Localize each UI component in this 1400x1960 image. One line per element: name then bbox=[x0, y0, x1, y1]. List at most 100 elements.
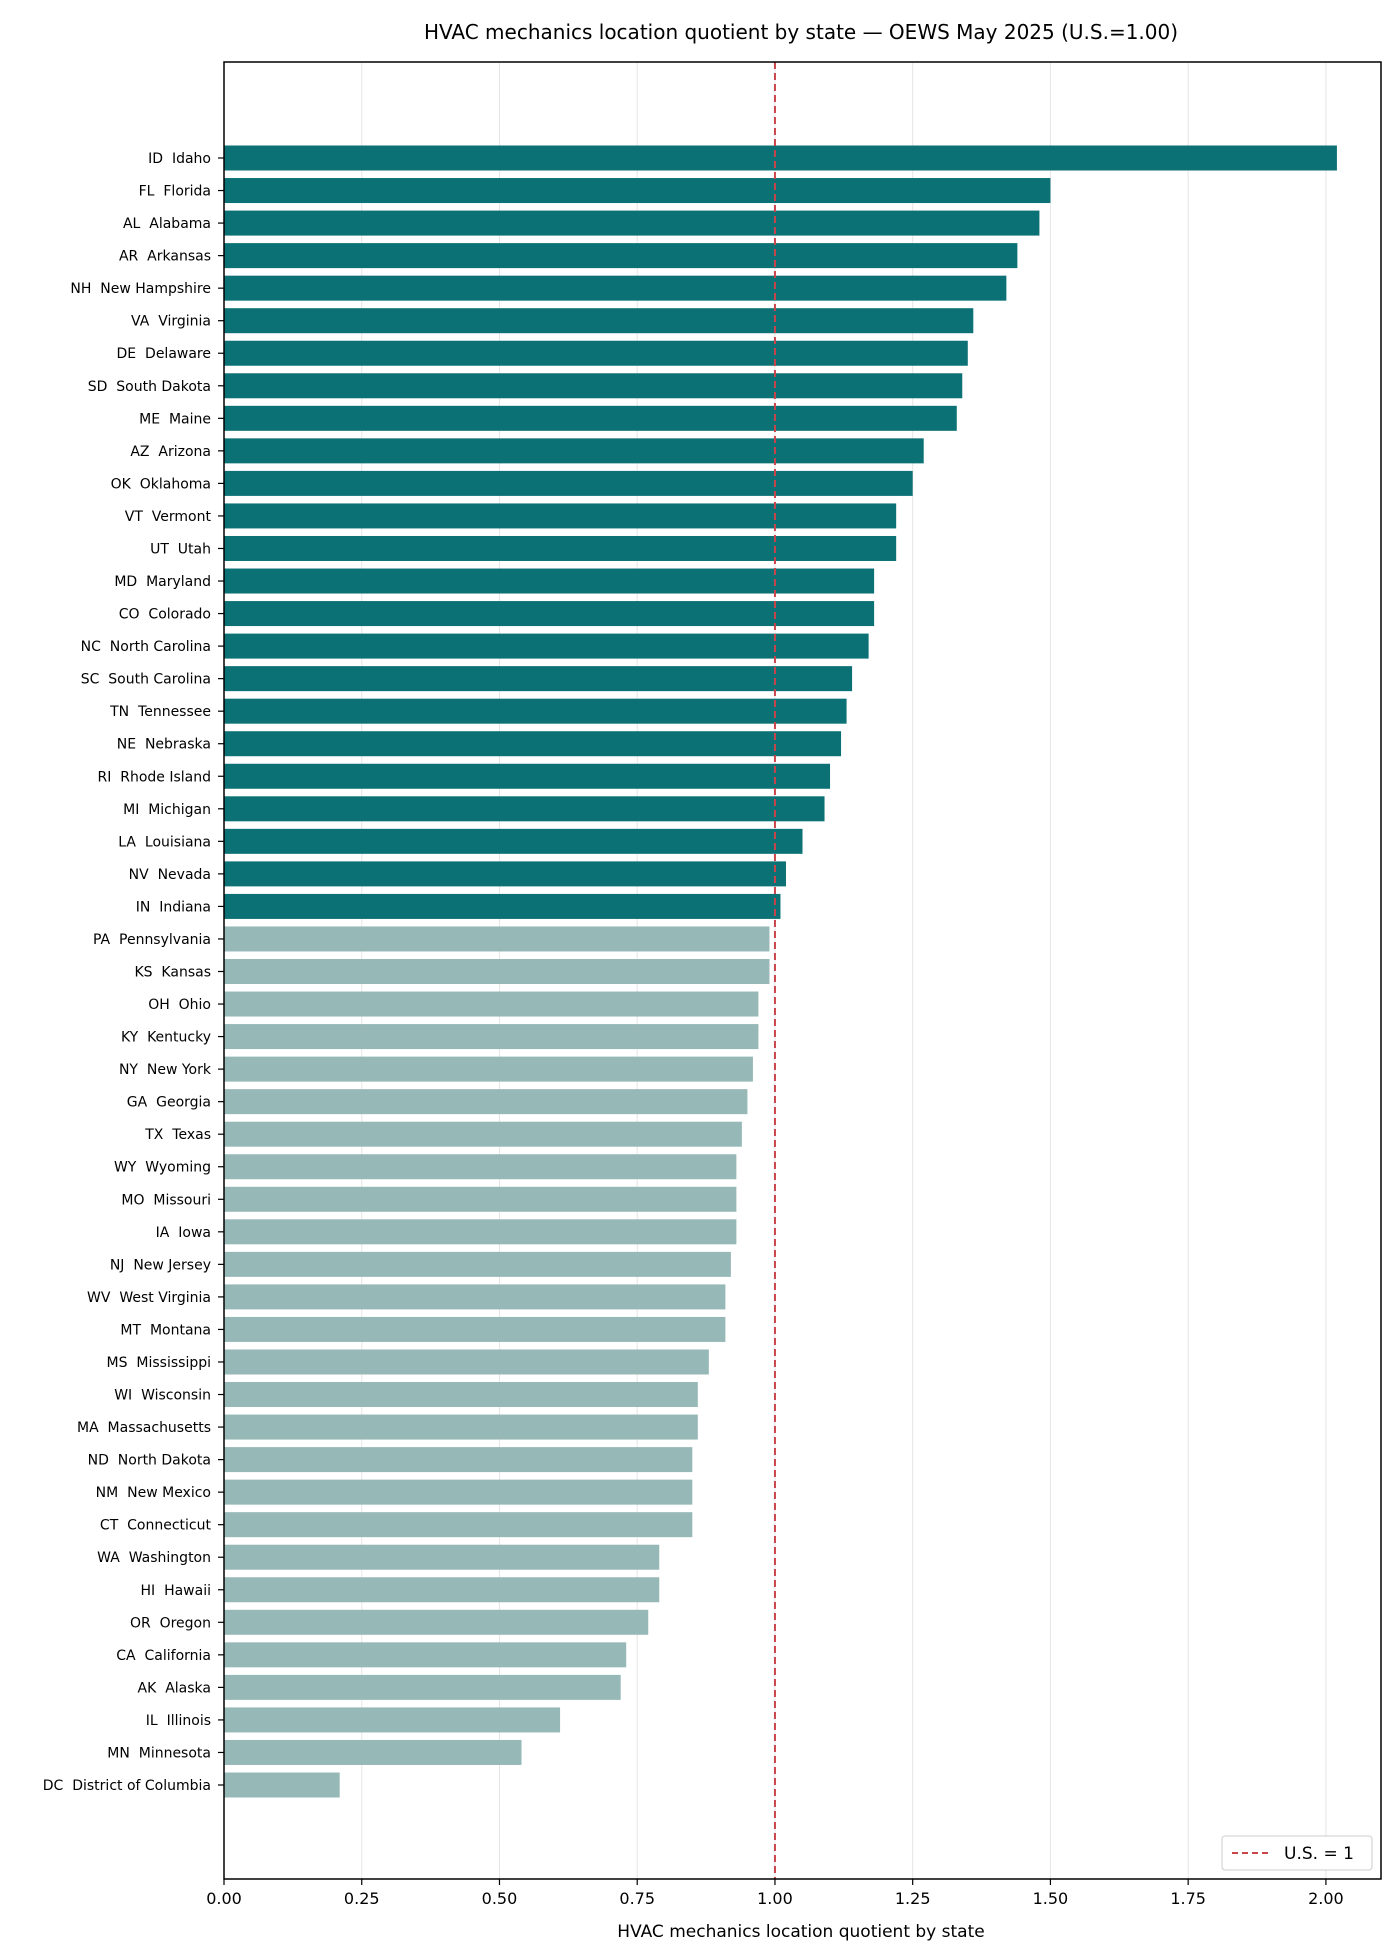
category-label-ny-new-york: NY New York bbox=[119, 1062, 212, 1078]
bar-la-louisiana bbox=[224, 828, 803, 854]
bar-ia-iowa bbox=[224, 1219, 737, 1245]
bar-ma-massachusetts bbox=[224, 1414, 698, 1440]
bar-nv-nevada bbox=[224, 861, 786, 887]
legend-box bbox=[1221, 1835, 1373, 1871]
x-tick-label-4: 1.00 bbox=[757, 1889, 793, 1908]
bar-md-maryland bbox=[224, 568, 875, 594]
bar-ky-kentucky bbox=[224, 1024, 759, 1050]
category-label-sc-south-carolina: SC South Carolina bbox=[81, 672, 211, 688]
x-tick-label-1: 0.25 bbox=[344, 1889, 380, 1908]
x-tick-label-0: 0.00 bbox=[206, 1889, 242, 1908]
bar-fl-florida bbox=[224, 178, 1051, 204]
category-label-mt-montana: MT Montana bbox=[120, 1322, 211, 1338]
category-label-in-indiana: IN Indiana bbox=[136, 899, 211, 915]
bar-ny-new-york bbox=[224, 1056, 753, 1082]
bar-pa-pennsylvania bbox=[224, 926, 770, 952]
category-label-vt-vermont: VT Vermont bbox=[125, 509, 212, 525]
category-label-ok-oklahoma: OK Oklahoma bbox=[111, 476, 211, 492]
bar-hi-hawaii bbox=[224, 1577, 660, 1603]
category-label-id-idaho: ID Idaho bbox=[148, 151, 211, 167]
x-tick-label-7: 1.75 bbox=[1170, 1889, 1206, 1908]
bar-ne-nebraska bbox=[224, 731, 842, 757]
category-label-md-maryland: MD Maryland bbox=[114, 574, 211, 590]
category-label-de-delaware: DE Delaware bbox=[117, 346, 211, 362]
bar-az-arizona bbox=[224, 438, 924, 464]
x-tick-label-5: 1.25 bbox=[895, 1889, 931, 1908]
category-label-dc-district-of-columbia: DC District of Columbia bbox=[43, 1778, 211, 1794]
category-label-ia-iowa: IA Iowa bbox=[156, 1225, 211, 1241]
bar-sd-south-dakota bbox=[224, 373, 963, 399]
bar-mo-missouri bbox=[224, 1186, 737, 1212]
x-axis-ticks: 0.00 0.25 0.50 0.75 1.00 1.25 1.50 1.75 2.00 bbox=[206, 1879, 1344, 1908]
category-label-nv-nevada: NV Nevada bbox=[129, 867, 211, 883]
bar-nm-new-mexico bbox=[224, 1479, 693, 1505]
legend-label-us: U.S. = 1 bbox=[1284, 1844, 1354, 1864]
category-label-va-virginia: VA Virginia bbox=[131, 314, 211, 330]
category-label-tn-tennessee: TN Tennessee bbox=[109, 704, 211, 720]
category-label-ne-nebraska: NE Nebraska bbox=[117, 737, 211, 753]
category-label-nm-new-mexico: NM New Mexico bbox=[96, 1485, 211, 1501]
bar-ca-california bbox=[224, 1642, 627, 1668]
legend: U.S. = 1 bbox=[1221, 1835, 1373, 1871]
bar-de-delaware bbox=[224, 340, 968, 366]
bar-vt-vermont bbox=[224, 503, 897, 529]
bar-ks-kansas bbox=[224, 959, 770, 984]
category-label-wy-wyoming: WY Wyoming bbox=[114, 1160, 211, 1176]
bar-nd-north-dakota bbox=[224, 1447, 693, 1473]
category-label-oh-ohio: OH Ohio bbox=[148, 997, 211, 1013]
category-label-me-maine: ME Maine bbox=[139, 411, 211, 427]
category-label-fl-florida: FL Florida bbox=[139, 184, 211, 200]
category-label-hi-hawaii: HI Hawaii bbox=[141, 1583, 211, 1599]
bar-mn-minnesota bbox=[224, 1739, 522, 1765]
category-label-mo-missouri: MO Missouri bbox=[121, 1192, 211, 1208]
bar-mt-montana bbox=[224, 1316, 726, 1342]
category-label-nd-north-dakota: ND North Dakota bbox=[88, 1453, 211, 1469]
bar-dc-district-of-columbia bbox=[224, 1772, 340, 1798]
bar-oh-ohio bbox=[224, 991, 759, 1017]
bar-wv-west-virginia bbox=[224, 1284, 726, 1310]
bar-ct-connecticut bbox=[224, 1512, 693, 1538]
category-label-ct-connecticut: CT Connecticut bbox=[100, 1518, 212, 1534]
bar-me-maine bbox=[224, 405, 957, 431]
bar-il-illinois bbox=[224, 1707, 561, 1733]
category-label-az-arizona: AZ Arizona bbox=[130, 444, 211, 460]
bar-nc-north-carolina bbox=[224, 633, 869, 659]
bar-nj-new-jersey bbox=[224, 1251, 731, 1277]
category-label-wa-washington: WA Washington bbox=[97, 1550, 211, 1566]
category-labels: ID Idaho FL Florida AL Alabama AR Arkansas N… bbox=[43, 151, 224, 1794]
category-label-ut-utah: UT Utah bbox=[150, 541, 211, 557]
category-label-nj-new-jersey: NJ New Jersey bbox=[110, 1257, 211, 1273]
bar-co-colorado bbox=[224, 601, 875, 627]
bar-ri-rhode-island bbox=[224, 763, 831, 789]
category-label-nc-north-carolina: NC North Carolina bbox=[81, 639, 211, 655]
category-label-tx-texas: TX Texas bbox=[144, 1127, 211, 1143]
x-tick-label-8: 2.00 bbox=[1308, 1889, 1344, 1908]
bar-ar-arkansas bbox=[224, 243, 1018, 269]
category-label-or-oregon: OR Oregon bbox=[130, 1615, 211, 1631]
category-label-ms-mississippi: MS Mississippi bbox=[107, 1355, 211, 1371]
category-label-ak-alaska: AK Alaska bbox=[138, 1680, 211, 1696]
category-label-mn-minnesota: MN Minnesota bbox=[107, 1745, 211, 1761]
category-label-ca-california: CA California bbox=[116, 1648, 211, 1664]
bar-va-virginia bbox=[224, 308, 974, 334]
x-tick-label-6: 1.50 bbox=[1033, 1889, 1069, 1908]
plot-frame bbox=[223, 61, 1382, 1880]
category-label-wv-west-virginia: WV West Virginia bbox=[87, 1290, 211, 1306]
category-label-al-alabama: AL Alabama bbox=[123, 216, 211, 232]
x-tick-label-3: 0.75 bbox=[619, 1889, 655, 1908]
category-label-la-louisiana: LA Louisiana bbox=[118, 834, 211, 850]
bar-wa-washington bbox=[224, 1544, 660, 1570]
bar-ga-georgia bbox=[224, 1089, 748, 1115]
bar-wy-wyoming bbox=[224, 1154, 737, 1180]
category-label-mi-michigan: MI Michigan bbox=[123, 802, 211, 818]
chart-title: HVAC mechanics location quotient by stat… bbox=[424, 20, 1178, 44]
bar-ut-utah bbox=[224, 535, 897, 561]
category-label-ri-rhode-island: RI Rhode Island bbox=[97, 769, 211, 785]
category-label-nh-new-hampshire: NH New Hampshire bbox=[70, 281, 211, 297]
bar-or-oregon bbox=[224, 1609, 649, 1635]
bar-al-alabama bbox=[224, 210, 1040, 236]
bar-ok-oklahoma bbox=[224, 470, 913, 496]
x-tick-label-2: 0.50 bbox=[482, 1889, 518, 1908]
category-label-ks-kansas: KS Kansas bbox=[134, 965, 211, 981]
